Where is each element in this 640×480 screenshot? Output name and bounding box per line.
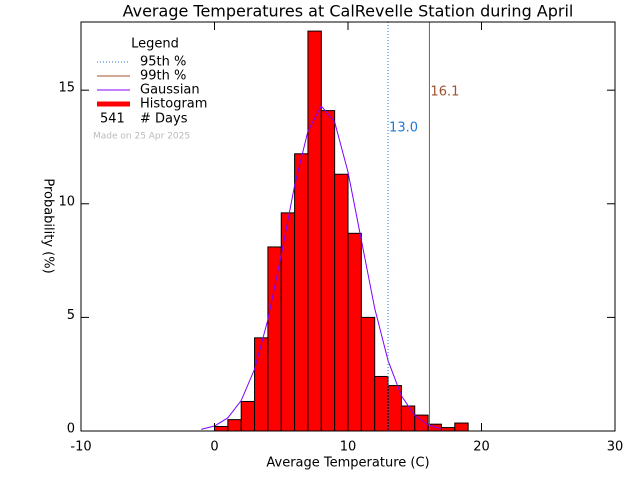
histogram-bar [360, 316, 376, 432]
chart-title: Average Temperatures at CalRevelle Stati… [123, 2, 574, 21]
histogram-bar [267, 246, 282, 432]
x-tick-label: -10 [70, 440, 91, 455]
histogram-bar [454, 422, 469, 432]
note: Made on 25 Apr 2025 [93, 132, 190, 142]
histogram-bar [214, 425, 229, 432]
legend-label: Gaussian [140, 83, 200, 98]
y-tick-label: 0 [67, 422, 75, 437]
y-tick-label: 15 [58, 81, 75, 96]
x-tick-label: 30 [607, 440, 624, 455]
histogram-bar [227, 419, 242, 432]
histogram-bar [320, 110, 336, 432]
histogram-bar [374, 375, 389, 432]
x-axis-label: Average Temperature (C) [266, 456, 429, 471]
histogram-bar [440, 427, 456, 432]
histogram-bar [294, 153, 309, 432]
legend-title: Legend [131, 37, 179, 52]
histogram-bar [240, 400, 256, 432]
histogram-bar [307, 30, 322, 432]
histogram-bar [347, 232, 362, 432]
gaussian-line [201, 105, 442, 430]
legend-days: 541 [100, 112, 125, 127]
x-tick-label: 20 [473, 440, 490, 455]
histogram-bar [387, 385, 402, 432]
legend-label: Histogram [140, 97, 207, 112]
x-tick-label: 10 [340, 440, 357, 455]
histogram-bar [334, 173, 349, 432]
percentile-label: 13.0 [389, 121, 418, 136]
legend-label: 99th % [140, 69, 186, 84]
percentile-label: 16.1 [430, 85, 459, 100]
histogram-bar [254, 337, 269, 432]
x-tick-label: 0 [210, 440, 218, 455]
legend-label: 95th % [140, 55, 186, 70]
histogram-bar [400, 405, 416, 432]
y-axis-label: Probability (%) [41, 178, 56, 273]
y-tick-label: 10 [58, 194, 75, 209]
y-tick-label: 5 [67, 308, 75, 323]
legend-days-label: # Days [140, 112, 188, 127]
